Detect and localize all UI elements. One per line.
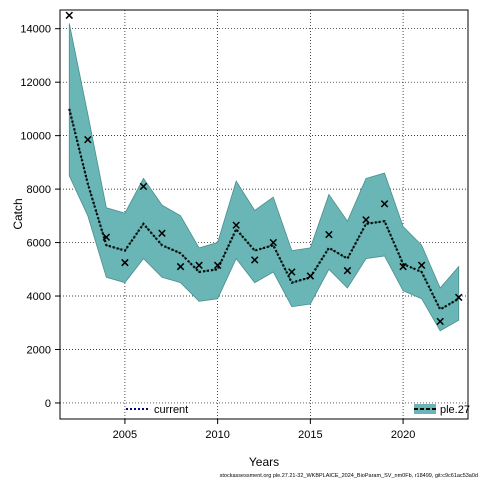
confidence-band-area [68,23,460,332]
footnote: stockassessment.org ple.27.21-32_WKBPLAI… [220,473,478,479]
marker-stroke [232,221,240,229]
y-tick-label: 4000 [27,291,51,303]
marker-stroke [436,317,444,326]
marker-stroke [158,229,166,237]
legend-current-label: current [154,404,188,416]
marker-stroke [139,182,148,191]
observation-marker [213,261,222,270]
x-tick-label: 2015 [298,429,322,441]
x-axis: 2005 2010 2015 2020 [113,419,415,441]
observation-marker [102,233,111,241]
marker-stroke [213,261,222,270]
marker-stroke [399,262,407,271]
series-lines [68,108,460,311]
y-tick-label: 8000 [27,184,51,196]
y-axis: 0 2000 4000 6000 8000 10000 12000 14000 [20,24,60,410]
y-tick-label: 2000 [27,344,51,356]
observation-marker [380,200,389,208]
observation-points [65,11,463,326]
observation-marker [232,221,240,229]
y-tick-label: 0 [45,398,51,410]
marker-stroke [454,293,463,302]
grid-lines [60,10,468,419]
marker-stroke [288,268,296,276]
marker-stroke [325,230,333,239]
marker-stroke [65,11,74,20]
observation-marker [306,272,315,280]
plot-frame [59,9,469,420]
y-tick-label: 10000 [20,131,51,143]
observation-marker [288,268,296,276]
observation-marker [436,317,444,326]
x-axis-label: Years [249,455,279,469]
legend: current ple.27 [126,404,470,416]
marker-stroke [306,272,315,280]
y-axis-label: Catch [11,198,25,229]
observation-marker [176,262,185,271]
observation-marker [195,261,203,270]
observation-marker [121,258,129,267]
marker-stroke [343,266,352,275]
observation-marker [84,135,92,144]
marker-stroke [84,135,92,144]
x-tick-label: 2020 [391,429,415,441]
confidence-band [68,23,460,332]
observation-marker [417,261,426,270]
observation-marker [325,230,333,239]
marker-stroke [417,261,426,270]
marker-stroke [380,200,389,208]
observation-marker [65,11,74,20]
observation-marker [362,216,370,224]
marker-stroke [250,256,259,264]
y-tick-label: 14000 [20,24,51,36]
observation-marker [399,262,407,271]
x-tick-label: 2010 [205,429,229,441]
legend-ple27-label: ple.27 [440,404,470,416]
observation-marker [343,266,352,275]
observation-marker [250,256,259,264]
marker-stroke [269,238,278,247]
y-tick-label: 12000 [20,77,51,89]
marker-stroke [121,258,129,267]
legend-ple27-swatch-fill [414,404,436,414]
marker-stroke [176,262,185,271]
observation-marker [269,238,278,247]
series-line-ple27 [68,108,460,311]
y-tick-label: 6000 [27,238,51,250]
x-tick-label: 2005 [113,429,137,441]
marker-stroke [362,216,370,224]
observation-marker [454,293,463,302]
observation-marker [139,182,148,191]
marker-stroke [195,261,203,270]
marker-stroke [102,233,111,241]
observation-marker [158,229,166,237]
